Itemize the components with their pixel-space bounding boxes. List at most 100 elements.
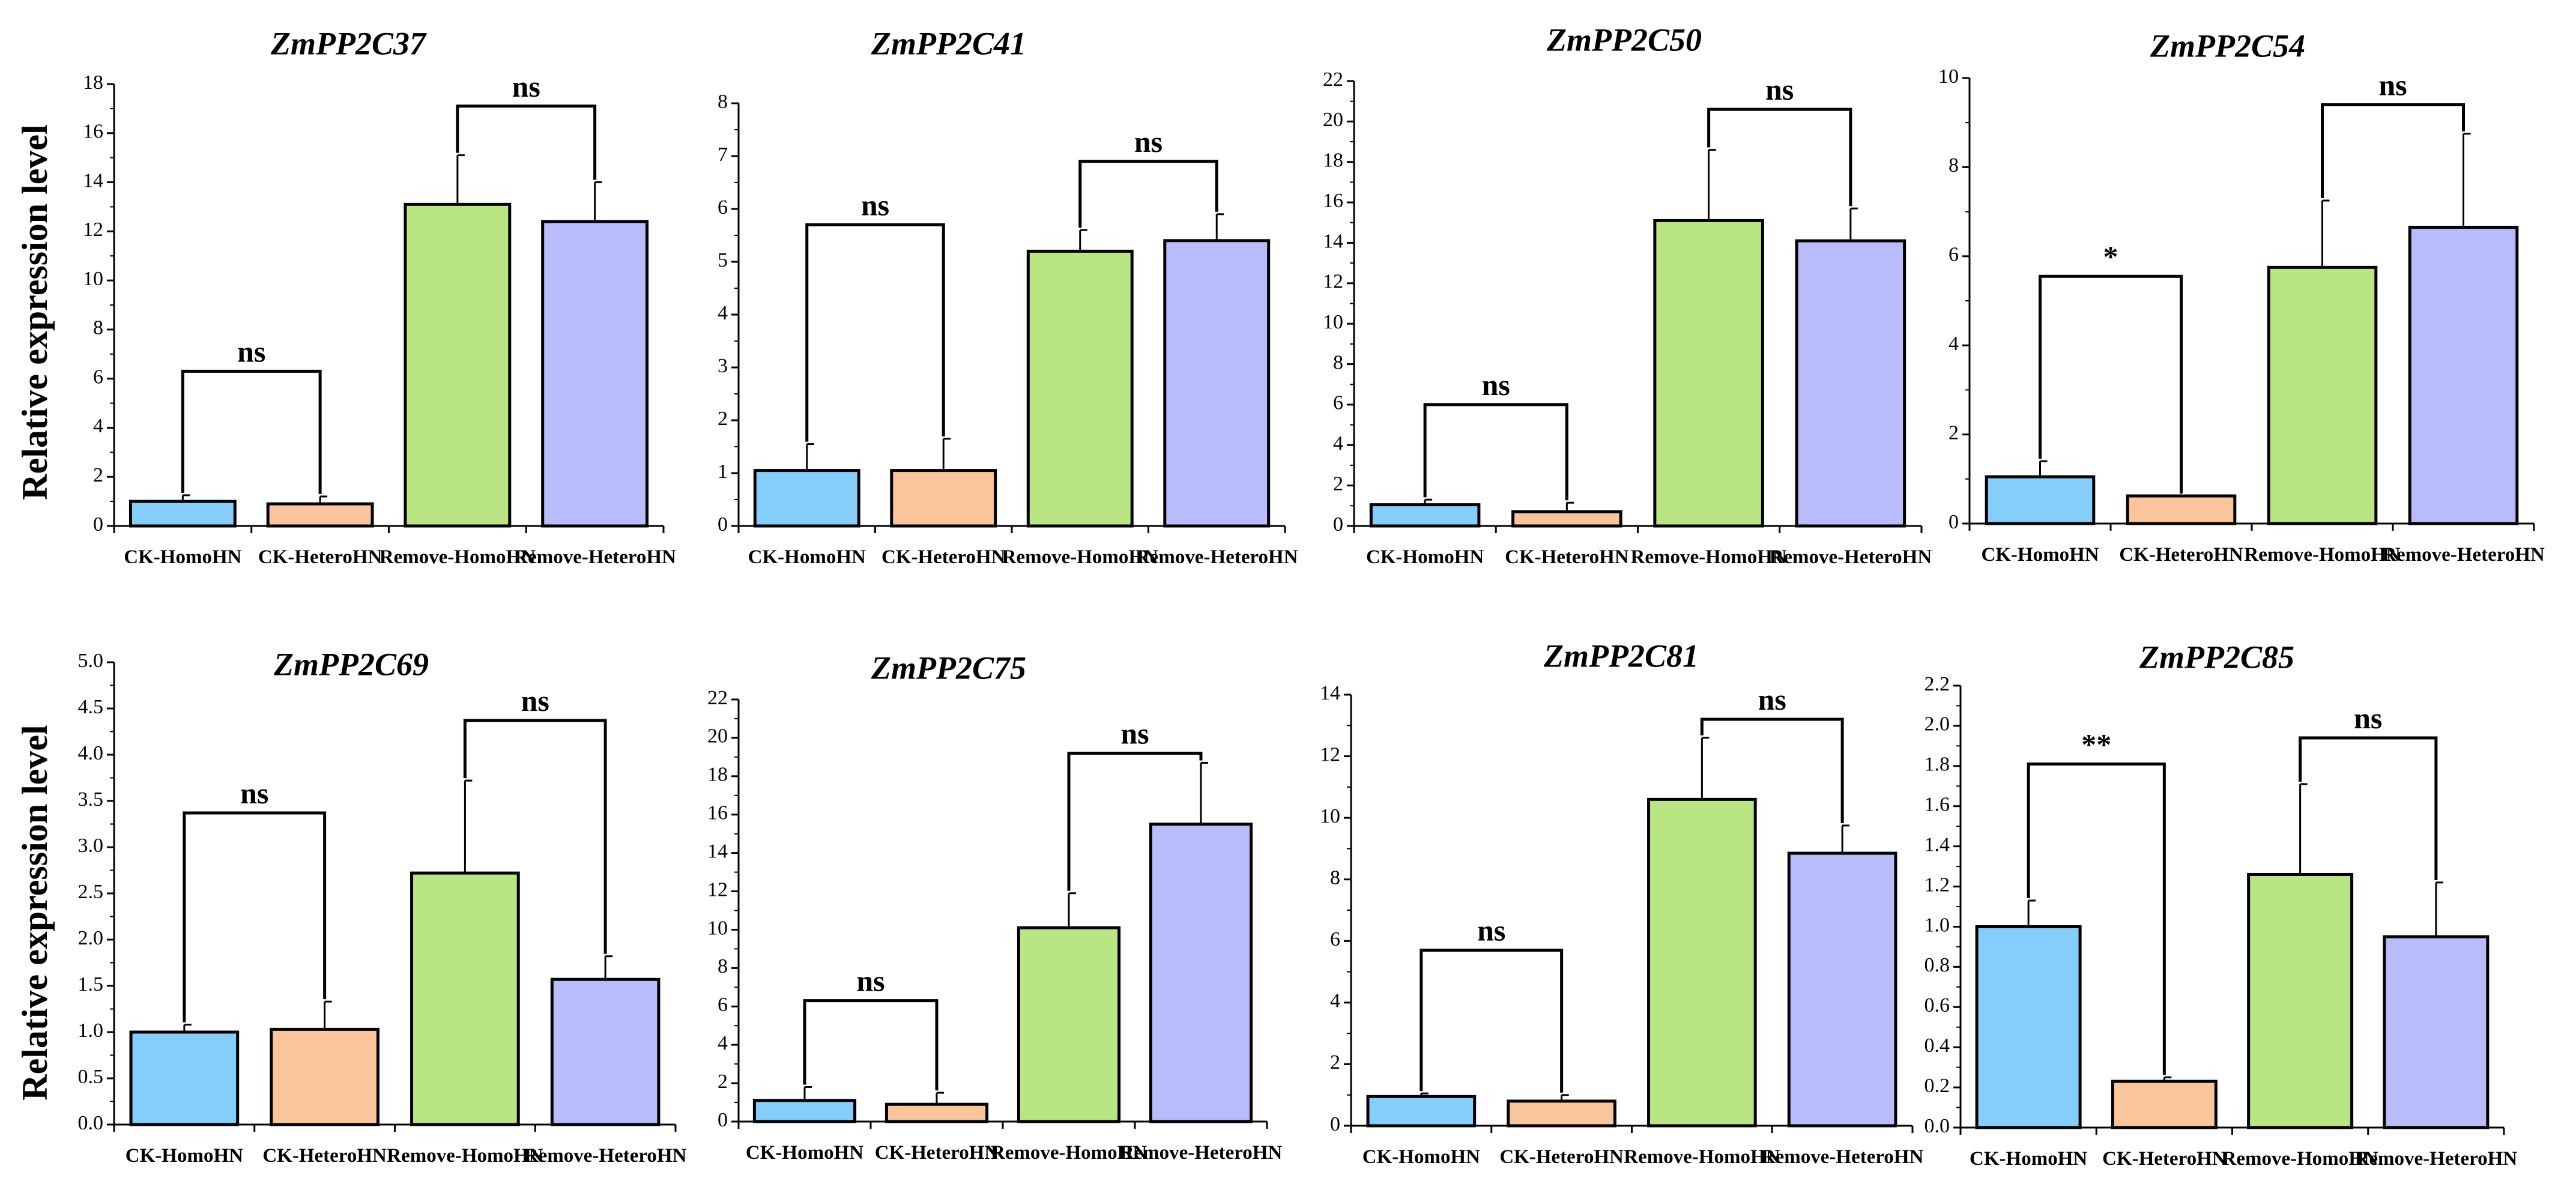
y-tick-label: 4.0	[78, 742, 104, 764]
bar	[1026, 249, 1134, 528]
significance-bracket	[183, 811, 327, 1022]
y-tick-label: 2.0	[1924, 713, 1950, 735]
bar	[2383, 935, 2490, 1129]
y-tick-label: 4	[93, 415, 103, 437]
x-category-label: CK-HeteroHN	[2102, 1148, 2227, 1170]
significance-label: ns	[2354, 701, 2382, 735]
y-tick-label: 3.5	[78, 788, 104, 811]
bar	[1975, 925, 2082, 1129]
y-tick-label: 18	[1323, 150, 1343, 172]
y-tick-label: 4.5	[78, 696, 104, 718]
y-tick-label: 10	[707, 917, 728, 939]
y-tick-label: 0.4	[1924, 1034, 1950, 1057]
y-tick-label: 10	[1320, 805, 1340, 827]
y-tick-label: 8	[718, 91, 728, 113]
y-tick-label: 12	[83, 219, 103, 241]
y-tick-label: 4	[718, 302, 728, 324]
y-tick-label: 6	[718, 994, 728, 1016]
bar	[1017, 926, 1121, 1123]
x-category-label: Remove-HeteroHN	[1120, 1142, 1283, 1164]
significance-bracket	[1707, 107, 1852, 207]
y-tick-label: 2	[718, 408, 728, 430]
bar	[266, 502, 374, 528]
bar	[541, 220, 649, 528]
x-category-label: CK-HomoHN	[1362, 1146, 1480, 1168]
x-category-label: Remove-HeteroHN	[1770, 546, 1932, 568]
significance-label: ns	[1758, 683, 1786, 716]
x-category-label: CK-HeteroHN	[1499, 1146, 1624, 1168]
bar	[1366, 1095, 1477, 1128]
y-tick-label: 2	[1949, 421, 1959, 444]
chart-title: ZmPP2C37	[270, 25, 427, 61]
y-tick-label: 14	[707, 840, 728, 862]
y-tick-label: 0.0	[1924, 1115, 1950, 1137]
significance-bracket	[805, 223, 945, 442]
significance-label: ns	[1765, 73, 1794, 106]
y-tick-label: 5.0	[78, 650, 104, 672]
bar	[128, 500, 237, 528]
x-category-label: CK-HeteroHN	[1505, 546, 1629, 568]
y-tick-label: 20	[707, 725, 728, 748]
bar	[270, 1027, 379, 1126]
x-category-label: CK-HeteroHN	[881, 546, 1006, 568]
significance-bracket	[803, 999, 939, 1091]
bar	[404, 202, 512, 528]
x-category-label: Remove-HeteroHN	[2355, 1148, 2518, 1170]
y-tick-label: 0.8	[1924, 954, 1950, 976]
bar	[2247, 872, 2354, 1129]
y-tick-label: 0.2	[1924, 1075, 1950, 1097]
y-tick-label: 10	[1938, 65, 1959, 88]
y-tick-label: 2.2	[1924, 673, 1950, 695]
x-category-label: CK-HomoHN	[748, 546, 866, 568]
significance-label: *	[2103, 240, 2118, 273]
y-tick-label: 12	[1320, 743, 1340, 766]
x-category-label: Remove-HomoHN	[387, 1145, 543, 1167]
bar	[1787, 851, 1897, 1128]
y-tick-label: 2	[718, 1071, 728, 1093]
x-category-label: CK-HomoHN	[746, 1142, 863, 1164]
y-tick-label: 0	[718, 1109, 728, 1131]
chart-title: ZmPP2C81	[1543, 638, 1699, 674]
bar	[1647, 797, 1757, 1128]
y-axis-label-top: Relative expression level	[15, 124, 55, 500]
y-tick-label: 6	[1949, 244, 1959, 266]
y-tick-label: 14	[1323, 230, 1343, 252]
x-category-label: CK-HomoHN	[124, 546, 241, 568]
bar	[1653, 219, 1764, 528]
y-tick-label: 0	[93, 513, 103, 536]
y-tick-label: 12	[1323, 271, 1343, 293]
bar	[1149, 823, 1253, 1123]
y-tick-label: 0	[1330, 1113, 1340, 1135]
x-category-label: CK-HeteroHN	[258, 546, 382, 568]
significance-bracket	[463, 719, 607, 954]
bar	[752, 1099, 857, 1123]
y-tick-label: 8	[718, 955, 728, 977]
y-tick-label: 18	[83, 71, 103, 94]
y-tick-label: 1.2	[1924, 874, 1950, 896]
significance-label: ns	[861, 188, 889, 222]
significance-label: ns	[240, 776, 268, 810]
significance-bracket	[2299, 736, 2438, 880]
significance-bracket	[1067, 751, 1203, 891]
y-tick-label: 4	[1949, 333, 1959, 355]
significance-label: ns	[512, 70, 540, 103]
bar	[1163, 239, 1271, 528]
x-category-label: Remove-HeteroHN	[524, 1145, 687, 1167]
significance-bracket	[1423, 403, 1568, 501]
bar	[2267, 265, 2378, 525]
y-tick-label: 8	[1330, 867, 1340, 889]
bar	[753, 469, 860, 528]
y-tick-label: 4	[718, 1032, 728, 1054]
significance-label: ns	[1477, 914, 1505, 947]
y-tick-label: 6	[1333, 392, 1343, 414]
significance-label: ns	[2378, 68, 2407, 102]
x-category-label: CK-HeteroHN	[875, 1142, 999, 1164]
chart-title: ZmPP2C54	[2150, 28, 2305, 64]
x-category-label: CK-HomoHN	[1366, 546, 1484, 568]
y-tick-label: 0	[718, 513, 728, 536]
bar	[129, 1030, 240, 1126]
y-tick-label: 1	[718, 461, 728, 483]
bar	[2111, 1080, 2218, 1129]
significance-bracket	[2027, 762, 2166, 1075]
y-tick-label: 6	[718, 196, 728, 219]
